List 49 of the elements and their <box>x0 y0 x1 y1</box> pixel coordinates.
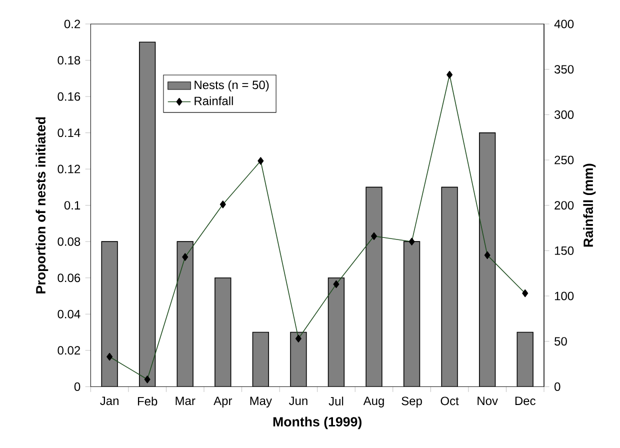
y2-tick-label: 150 <box>554 246 574 255</box>
x-tick-label: Apr <box>214 396 232 408</box>
x-tick-label: Jan <box>100 396 118 406</box>
y-tick-label: 0.16 <box>58 92 80 101</box>
y-tick-label: 0.1 <box>64 201 80 210</box>
bar <box>441 186 458 387</box>
bar <box>479 132 496 387</box>
bar <box>252 332 270 387</box>
y2-tick-label: 200 <box>554 201 574 210</box>
bar <box>139 42 156 387</box>
y-tick-label: 0.04 <box>58 310 80 318</box>
y-axis-title: Proportion of nests initiated <box>36 117 48 294</box>
x-tick-label: Oct <box>440 396 459 406</box>
x-tick-label: Mar <box>176 396 196 406</box>
y-tick-label: 0 <box>74 382 80 391</box>
y2-tick-label: 250 <box>554 156 574 164</box>
y2-tick-label: 300 <box>554 110 574 119</box>
x-tick-label: Aug <box>363 396 384 408</box>
bar <box>176 241 194 387</box>
bar <box>328 277 345 387</box>
legend-label: Rainfall <box>194 96 233 106</box>
x-tick-label: Jul <box>328 396 344 406</box>
y2-tick-label: 100 <box>554 292 574 300</box>
x-tick-label: Nov <box>478 396 498 406</box>
bar <box>366 186 382 387</box>
x-tick-label: Jun <box>288 396 308 406</box>
legend-label: Nests (n = 50) <box>194 80 269 92</box>
x-axis-title: Months (1999) <box>273 416 362 430</box>
x-tick-label: May <box>250 396 272 408</box>
y-tick-label: 0.2 <box>64 20 80 28</box>
y-tick-label: 0.18 <box>58 56 80 65</box>
y2-tick-label: 50 <box>554 337 567 346</box>
x-tick-label: Feb <box>138 396 158 406</box>
y-tick-label: 0.06 <box>58 274 80 282</box>
x-tick-label: Sep <box>402 396 422 408</box>
y2-axis-title: Rainfall (mm) <box>583 164 596 247</box>
bar <box>101 241 118 387</box>
bar <box>516 332 534 387</box>
y2-tick-label: 400 <box>554 20 574 28</box>
x-tick-label: Dec <box>515 396 536 406</box>
y-tick-label: 0.12 <box>58 164 80 174</box>
y2-tick-label: 350 <box>554 65 574 74</box>
y-tick-label: 0.08 <box>58 237 80 246</box>
bar <box>214 277 232 387</box>
y-tick-label: 0.14 <box>58 128 80 138</box>
y-tick-label: 0.02 <box>58 346 80 355</box>
bar <box>290 332 307 387</box>
y2-tick-label: 0 <box>554 382 560 391</box>
bar <box>403 241 420 387</box>
